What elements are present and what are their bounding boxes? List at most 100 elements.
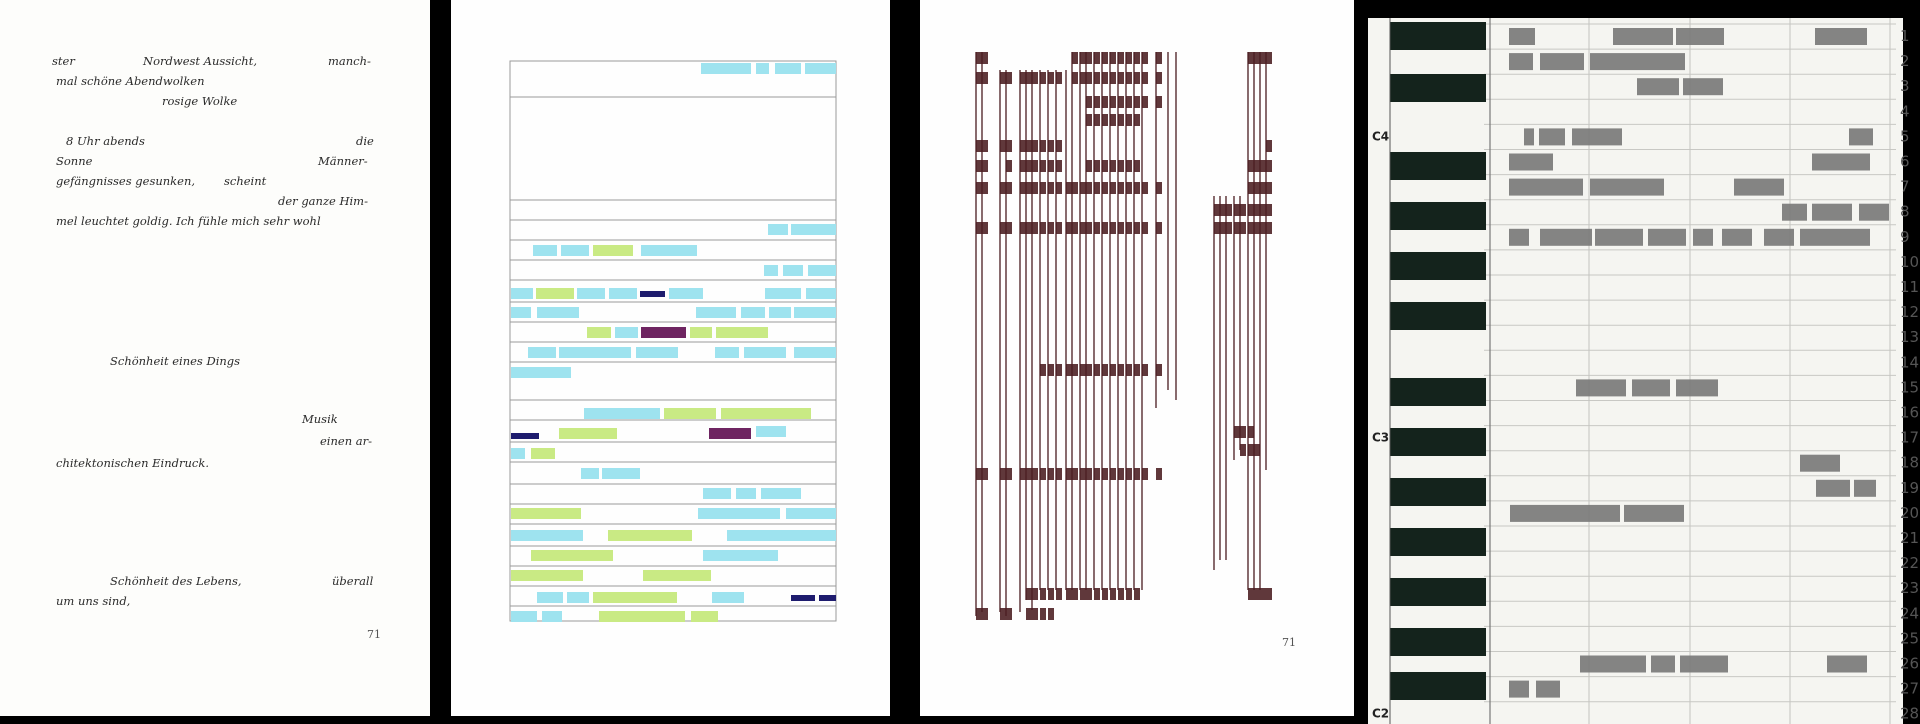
- note-head: [1080, 222, 1086, 234]
- note-head: [1066, 182, 1072, 194]
- note-head: [976, 72, 982, 84]
- poem-text: chitektonischen Eindruck.: [56, 456, 209, 470]
- color-block: [511, 508, 581, 519]
- note-head: [1056, 468, 1062, 480]
- black-key: [1390, 202, 1486, 230]
- note-head: [982, 182, 988, 194]
- note-head: [1026, 160, 1032, 172]
- note-head: [1000, 222, 1006, 234]
- note-head: [1110, 468, 1116, 480]
- note-block: [1683, 78, 1723, 96]
- note-head: [1032, 182, 1038, 194]
- note-head: [1086, 468, 1092, 480]
- color-block: [769, 307, 791, 318]
- color-block: [511, 367, 571, 378]
- color-block: [537, 307, 579, 318]
- row-number: 27: [1900, 680, 1919, 698]
- color-block: [786, 508, 836, 519]
- note-head: [1118, 182, 1124, 194]
- black-key: [1390, 152, 1486, 180]
- note-head: [1000, 608, 1006, 620]
- color-block: [641, 327, 686, 338]
- note-head: [1240, 204, 1246, 216]
- note-head: [1110, 96, 1116, 108]
- note-head: [1066, 364, 1072, 376]
- note-block: [1632, 379, 1670, 397]
- note-head: [1156, 222, 1162, 234]
- note-head: [1032, 72, 1038, 84]
- note-head: [1248, 182, 1254, 194]
- note-block: [1812, 153, 1870, 171]
- color-block: [819, 595, 836, 601]
- poem-text: Schönheit des Lebens,: [110, 574, 242, 588]
- note-head: [1048, 72, 1054, 84]
- black-key: [1390, 252, 1486, 280]
- note-head: [1032, 222, 1038, 234]
- color-block: [615, 327, 638, 338]
- color-block: [602, 468, 640, 479]
- note-head: [1134, 160, 1140, 172]
- note-head: [1126, 160, 1132, 172]
- note-block: [1648, 228, 1686, 246]
- note-head: [1026, 140, 1032, 152]
- note-block: [1624, 504, 1684, 522]
- black-key: [1390, 578, 1486, 606]
- note-head: [1056, 140, 1062, 152]
- black-key: [1390, 302, 1486, 330]
- note-block: [1509, 178, 1583, 196]
- color-block: [775, 63, 801, 74]
- page-number: 71: [1282, 636, 1296, 649]
- color-block: [559, 428, 617, 439]
- color-block: [698, 508, 780, 519]
- note-head: [1142, 72, 1148, 84]
- note-head: [1032, 160, 1038, 172]
- poem-text: Männer-: [318, 154, 368, 168]
- note-block: [1651, 655, 1675, 673]
- color-block: [690, 327, 712, 338]
- note-head: [1040, 140, 1046, 152]
- note-block: [1827, 655, 1867, 673]
- piano-roll-graphic: 1234567891011121314151617181920212223242…: [1354, 0, 1920, 724]
- note-block: [1572, 128, 1622, 146]
- note-head: [1026, 588, 1032, 600]
- note-head: [1220, 222, 1226, 234]
- note-head: [1006, 222, 1012, 234]
- color-block: [577, 288, 605, 299]
- row-number: 12: [1900, 303, 1919, 321]
- black-key: [1390, 74, 1486, 102]
- note-head: [1118, 52, 1124, 64]
- note-head: [1142, 468, 1148, 480]
- color-block: [712, 592, 744, 603]
- note-head: [1032, 468, 1038, 480]
- poem-page: ster Nordwest Aussicht, manch- mal schön…: [0, 0, 430, 716]
- note-head: [1142, 222, 1148, 234]
- note-head: [976, 140, 982, 152]
- note-head: [1072, 588, 1078, 600]
- color-block: [808, 265, 836, 276]
- note-head: [1260, 588, 1266, 600]
- note-head: [1048, 468, 1054, 480]
- color-block: [794, 307, 836, 318]
- row-number: 10: [1900, 253, 1919, 271]
- color-block: [511, 530, 583, 541]
- row-number: 18: [1900, 454, 1919, 472]
- note-block: [1815, 28, 1867, 45]
- color-block: [581, 468, 599, 479]
- note-head: [1040, 468, 1046, 480]
- poem-text: Musik: [302, 412, 338, 426]
- note-block: [1764, 228, 1794, 246]
- note-head: [1094, 72, 1100, 84]
- note-head: [1040, 364, 1046, 376]
- note-block: [1676, 379, 1718, 397]
- note-head: [1006, 72, 1012, 84]
- row-number: 9: [1900, 228, 1910, 246]
- color-block: [716, 327, 768, 338]
- note-head: [1260, 160, 1266, 172]
- poem-text: Schönheit eines Dings: [110, 354, 241, 368]
- note-head: [1040, 72, 1046, 84]
- note-head: [1080, 52, 1086, 64]
- note-head: [1006, 160, 1012, 172]
- color-block: [542, 611, 562, 622]
- row-number: 16: [1900, 404, 1919, 422]
- note-head: [1156, 72, 1162, 84]
